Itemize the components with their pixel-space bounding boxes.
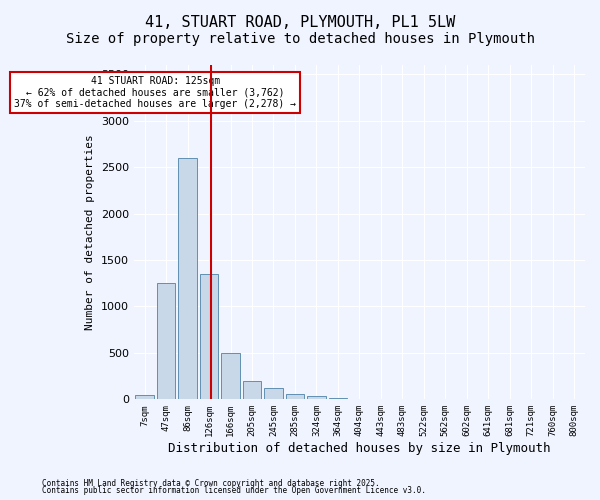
Bar bbox=[157, 283, 175, 400]
Text: 41, STUART ROAD, PLYMOUTH, PL1 5LW: 41, STUART ROAD, PLYMOUTH, PL1 5LW bbox=[145, 15, 455, 30]
Bar bbox=[178, 158, 197, 400]
Text: Size of property relative to detached houses in Plymouth: Size of property relative to detached ho… bbox=[65, 32, 535, 46]
Text: 41 STUART ROAD: 125sqm
← 62% of detached houses are smaller (3,762)
37% of semi-: 41 STUART ROAD: 125sqm ← 62% of detached… bbox=[14, 76, 296, 110]
Bar bbox=[221, 353, 239, 400]
Bar bbox=[329, 398, 347, 400]
Bar bbox=[243, 381, 261, 400]
Bar bbox=[286, 394, 304, 400]
Bar bbox=[307, 396, 326, 400]
Text: Contains HM Land Registry data © Crown copyright and database right 2025.: Contains HM Land Registry data © Crown c… bbox=[42, 478, 380, 488]
Y-axis label: Number of detached properties: Number of detached properties bbox=[85, 134, 95, 330]
Text: Contains public sector information licensed under the Open Government Licence v3: Contains public sector information licen… bbox=[42, 486, 426, 495]
X-axis label: Distribution of detached houses by size in Plymouth: Distribution of detached houses by size … bbox=[168, 442, 551, 455]
Bar bbox=[200, 274, 218, 400]
Bar bbox=[265, 388, 283, 400]
Bar bbox=[136, 394, 154, 400]
